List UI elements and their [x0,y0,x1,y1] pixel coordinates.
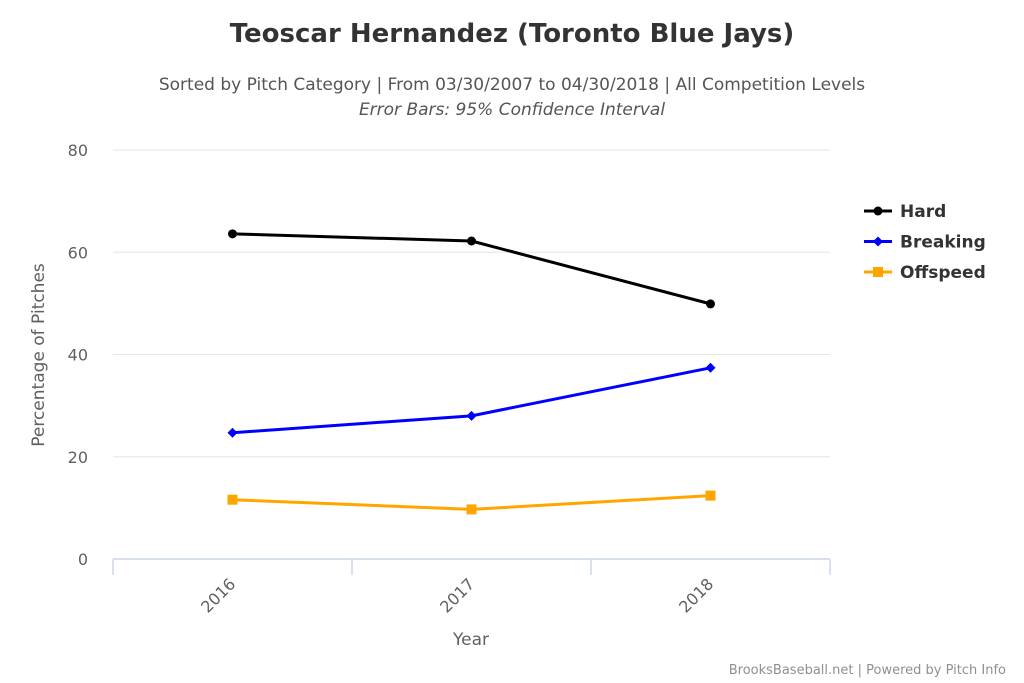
series-line-breaking [232,366,711,435]
y-tick-label: 20 [68,448,88,467]
y-tick-label: 80 [68,141,88,160]
data-point-breaking [466,410,477,421]
y-tick-label: 0 [78,550,88,569]
chart-credits: BrooksBaseball.net | Powered by Pitch In… [729,663,1006,678]
x-axis-title: Year [452,630,489,650]
x-axis-ticks: 2016 2017 2018 [197,574,717,616]
legend-label-breaking: Breaking [900,233,986,253]
x-tick-label: 2016 [197,574,239,616]
x-axis [112,558,831,575]
data-point-offspeed [705,490,716,501]
legend: Hard Breaking Offspeed [864,202,986,283]
legend-label-hard: Hard [900,202,946,222]
x-tick-label: 2017 [436,574,478,616]
data-point-hard [228,229,237,239]
data-point-breaking [705,362,716,373]
data-point-hard [467,236,476,246]
chart-subtitle: Sorted by Pitch Category | From 03/30/20… [159,75,865,95]
y-axis-title: Percentage of Pitches [29,263,49,447]
legend-marker-offspeed [873,267,883,277]
data-point-hard [706,299,715,309]
legend-marker-hard [873,206,883,216]
data-point-offspeed [227,494,238,505]
y-tick-label: 40 [68,346,88,365]
data-point-breaking [227,427,238,438]
chart-subtitle-error-bars: Error Bars: 95% Confidence Interval [359,100,665,120]
series-group [227,229,716,515]
grid [113,149,830,458]
legend-label-offspeed: Offspeed [900,263,986,283]
y-tick-label: 60 [68,243,88,262]
data-point-offspeed [466,504,477,515]
legend-marker-breaking [873,236,883,247]
y-axis-ticks: 0 20 40 60 80 [68,141,88,569]
chart-title: Teoscar Hernandez (Toronto Blue Jays) [230,19,795,49]
x-tick-label: 2018 [675,574,717,616]
